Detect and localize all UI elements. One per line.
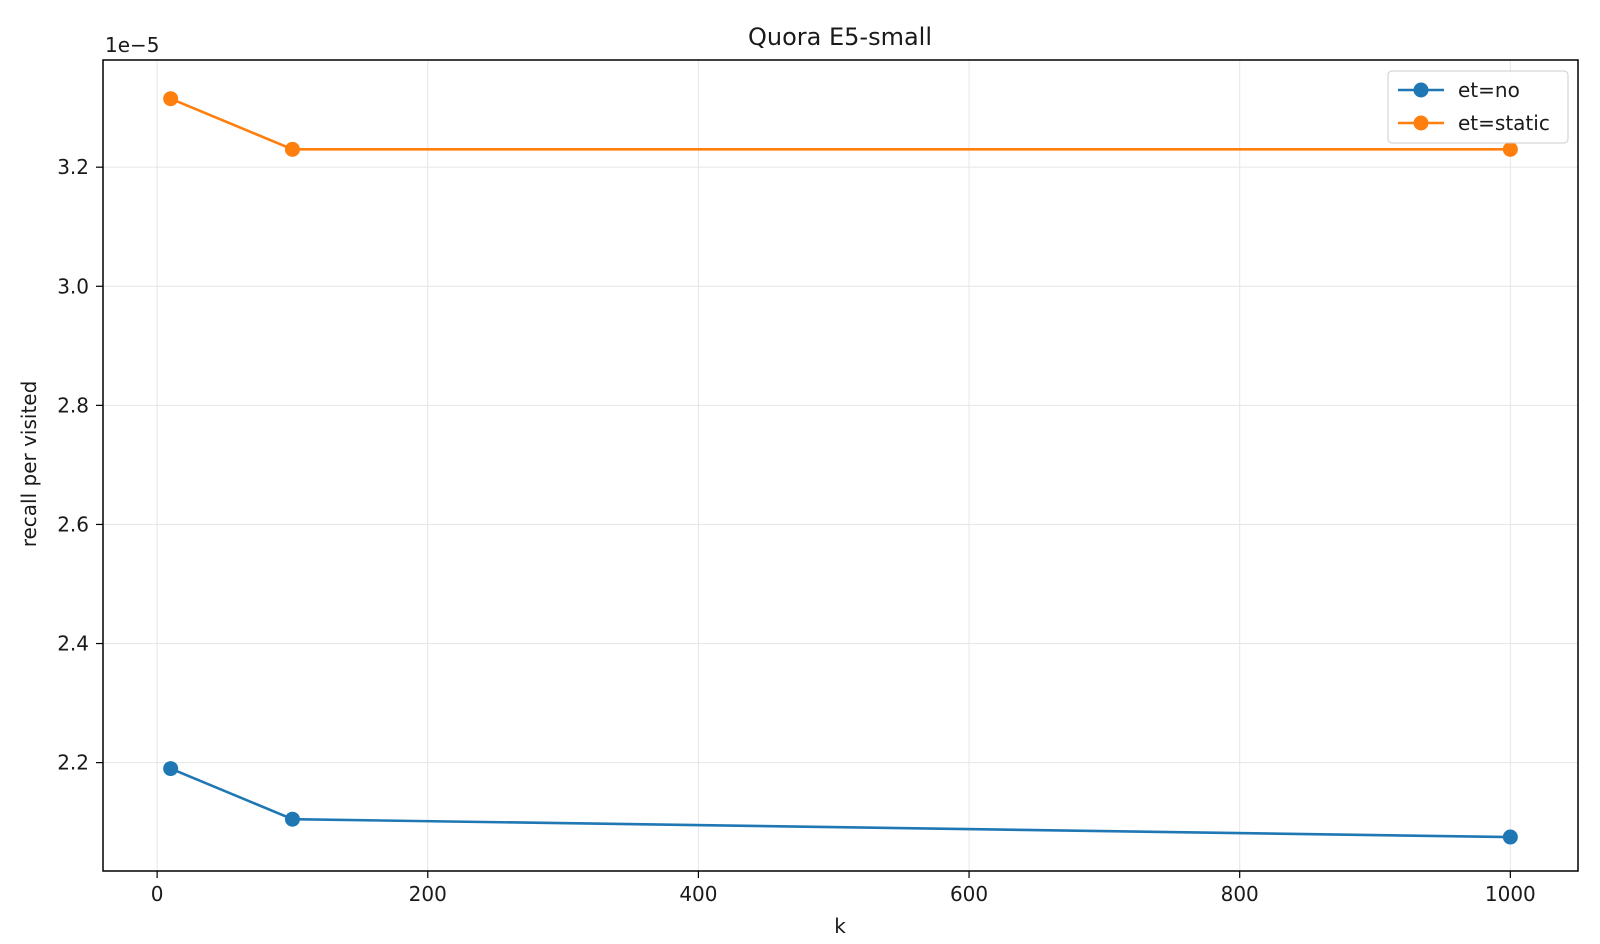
y-tick-label: 2.2 xyxy=(57,751,89,775)
y-axis: 2.2 2.4 2.6 2.8 3.0 3.2 xyxy=(57,155,103,775)
data-point xyxy=(284,141,300,157)
y-tick-label: 2.6 xyxy=(57,512,89,536)
x-tick-label: 400 xyxy=(679,882,717,906)
data-point xyxy=(1502,829,1518,845)
data-point xyxy=(1502,141,1518,157)
x-tick-label: 600 xyxy=(950,882,988,906)
y-tick-label: 3.2 xyxy=(57,155,89,179)
x-tick-label: 0 xyxy=(151,882,164,906)
y-axis-label: recall per visited xyxy=(17,381,41,548)
legend-swatch-marker xyxy=(1413,115,1429,131)
series-layer xyxy=(163,91,1518,845)
x-axis-label: k xyxy=(834,914,846,938)
x-tick-label: 1000 xyxy=(1485,882,1536,906)
data-point xyxy=(163,761,179,777)
legend-label: et=no xyxy=(1458,78,1520,102)
data-point xyxy=(163,91,179,107)
series-line xyxy=(170,767,1511,839)
grid xyxy=(103,60,1578,871)
plot-frame xyxy=(102,59,1579,872)
legend: et=no et=static xyxy=(1387,70,1569,144)
y-tick-label: 2.4 xyxy=(57,632,89,656)
legend-swatch-marker xyxy=(1413,82,1429,98)
series-line xyxy=(170,97,1511,151)
x-axis: 0 200 400 600 800 1000 xyxy=(151,871,1536,906)
x-tick-label: 200 xyxy=(409,882,447,906)
y-tick-label: 3.0 xyxy=(57,274,89,298)
data-point xyxy=(284,811,300,827)
chart-title: Quora E5-small xyxy=(748,23,932,51)
y-offset-label: 1e−5 xyxy=(105,33,160,57)
x-tick-label: 800 xyxy=(1221,882,1259,906)
y-tick-label: 2.8 xyxy=(57,393,89,417)
legend-label: et=static xyxy=(1458,111,1550,135)
